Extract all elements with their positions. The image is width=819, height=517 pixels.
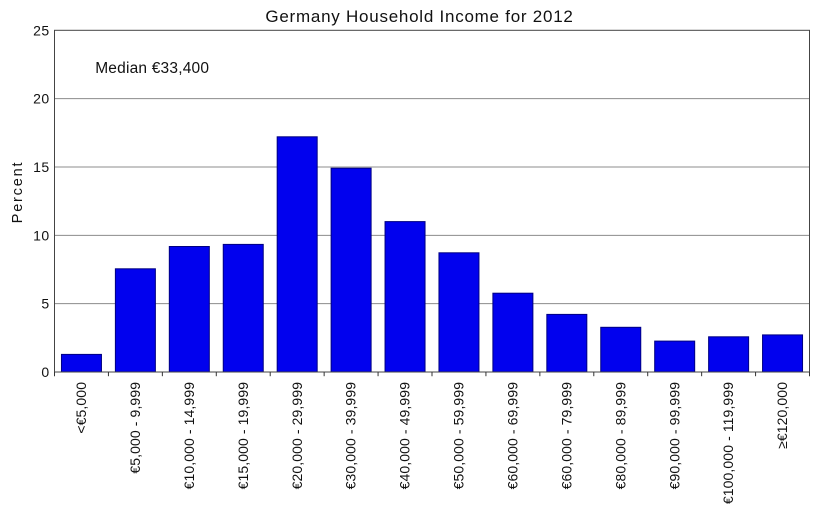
svg-text:Germany Household Income for 2: Germany Household Income for 2012 bbox=[265, 7, 573, 26]
svg-text:€10,000 - 14,999: €10,000 - 14,999 bbox=[181, 382, 197, 490]
svg-text:Median €33,400: Median €33,400 bbox=[95, 60, 209, 77]
svg-text:€5,000 - 9,999: €5,000 - 9,999 bbox=[127, 382, 143, 474]
svg-text:€15,000 - 19,999: €15,000 - 19,999 bbox=[235, 382, 251, 490]
svg-text:15: 15 bbox=[33, 159, 50, 175]
svg-text:10: 10 bbox=[33, 227, 50, 243]
svg-text:€60,000 - 69,999: €60,000 - 69,999 bbox=[504, 382, 520, 490]
svg-text:€80,000 - 89,999: €80,000 - 89,999 bbox=[612, 382, 628, 490]
svg-text:5: 5 bbox=[41, 296, 49, 312]
svg-text:20: 20 bbox=[33, 91, 50, 107]
svg-text:€60,000 - 79,999: €60,000 - 79,999 bbox=[558, 382, 574, 490]
svg-text:<€5,000: <€5,000 bbox=[73, 382, 89, 434]
svg-text:€30,000 - 39,999: €30,000 - 39,999 bbox=[343, 382, 359, 490]
svg-text:€100,000 - 119,999: €100,000 - 119,999 bbox=[720, 382, 736, 504]
svg-text:€40,000 - 49,999: €40,000 - 49,999 bbox=[397, 382, 413, 490]
svg-text:25: 25 bbox=[33, 22, 50, 38]
svg-text:€20,000 - 29,999: €20,000 - 29,999 bbox=[289, 382, 305, 490]
svg-text:≥€120,000: ≥€120,000 bbox=[774, 382, 790, 449]
svg-text:€90,000 - 99,999: €90,000 - 99,999 bbox=[666, 382, 682, 490]
svg-text:0: 0 bbox=[41, 364, 49, 380]
svg-text:Percent: Percent bbox=[10, 161, 26, 224]
svg-text:€50,000 - 59,999: €50,000 - 59,999 bbox=[451, 382, 467, 490]
